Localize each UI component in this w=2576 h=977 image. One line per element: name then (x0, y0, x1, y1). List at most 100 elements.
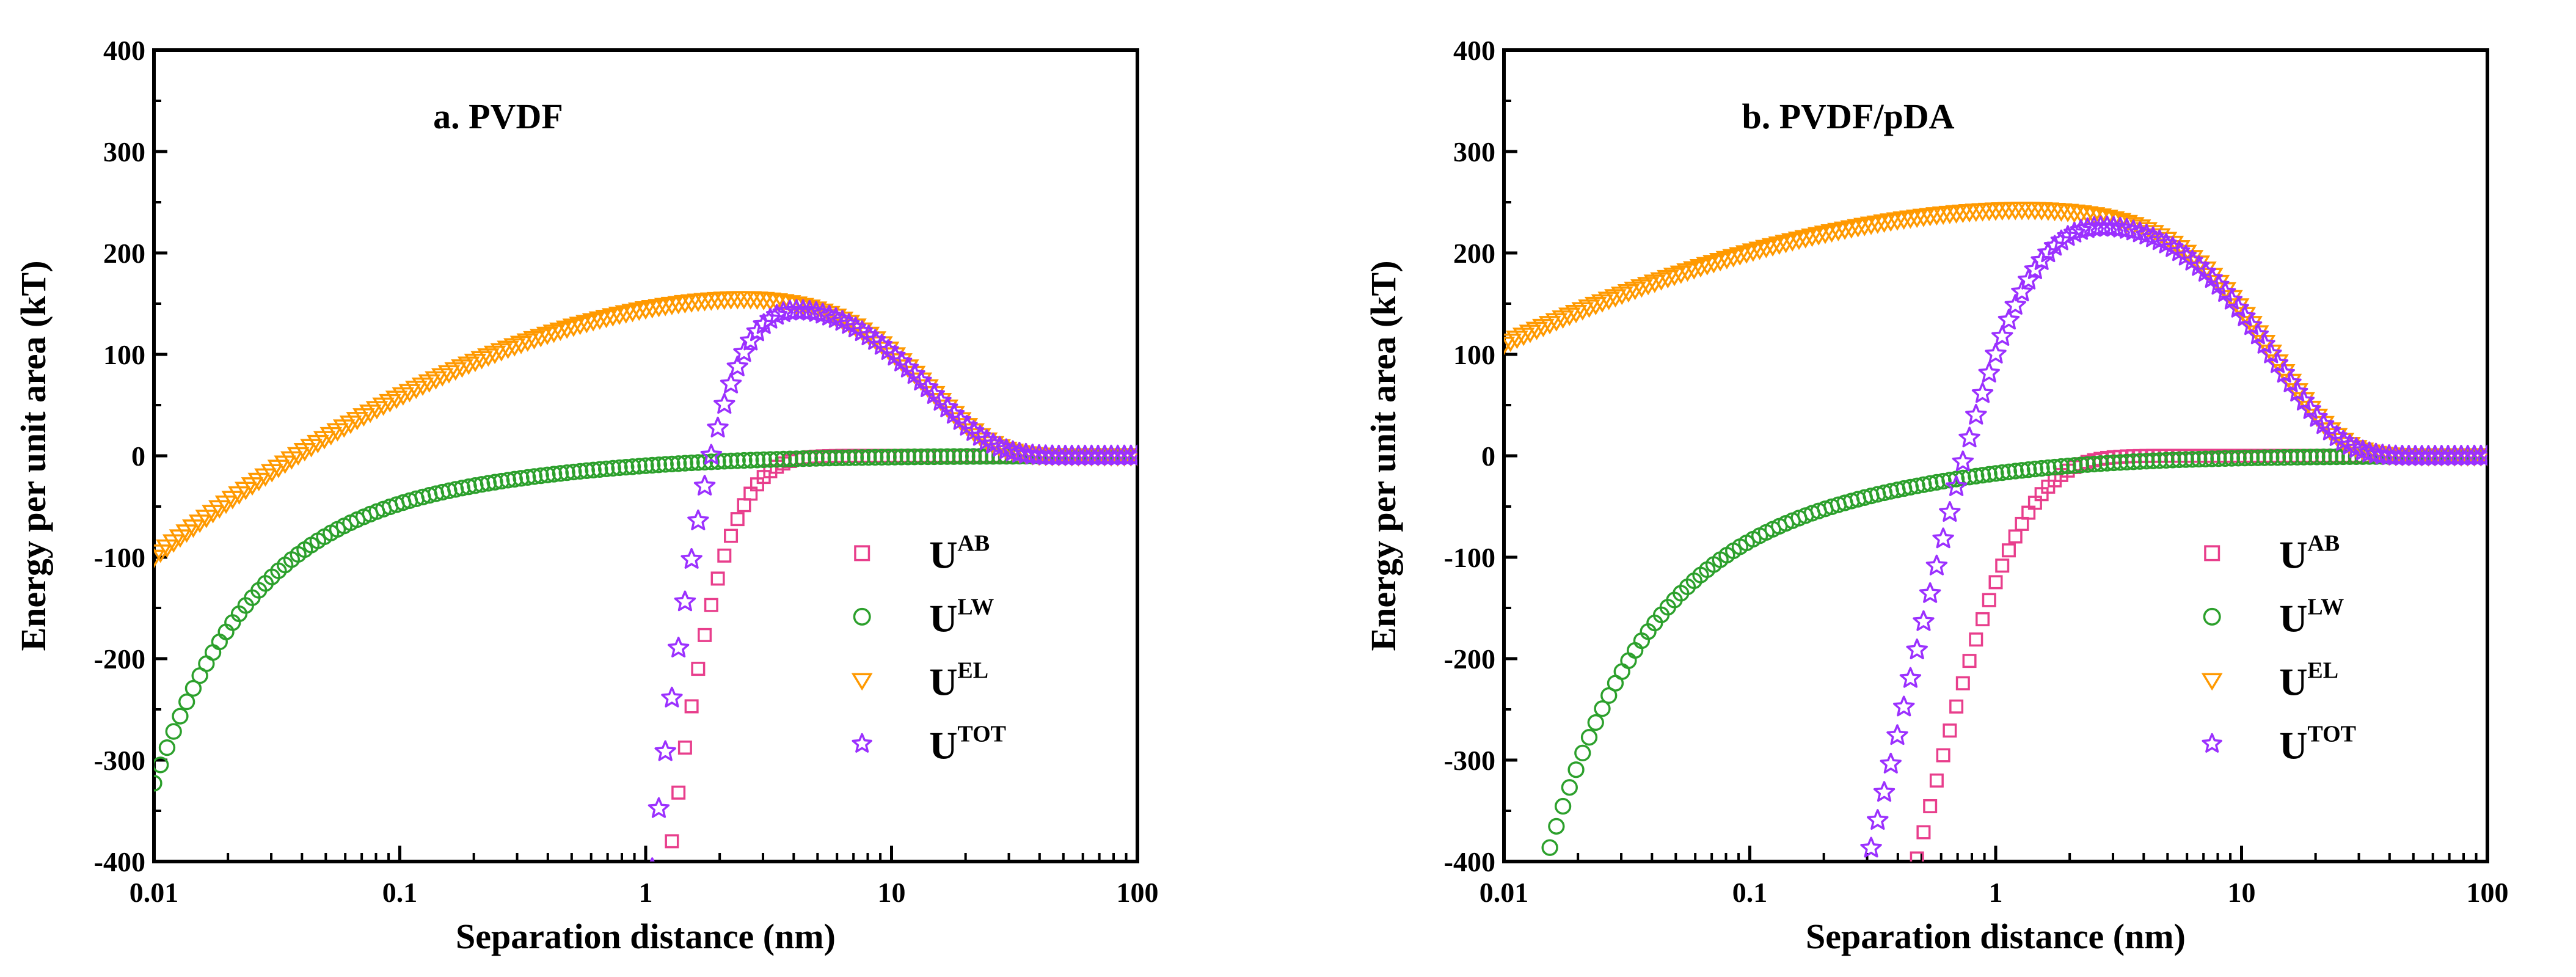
data-marks (1504, 202, 2487, 891)
data-point-el (1702, 255, 1725, 274)
data-point-lw (2302, 448, 2319, 466)
data-point-lw (683, 454, 700, 472)
data-point-el (536, 326, 559, 345)
x-tick-label: 1 (1989, 877, 2003, 908)
y-tick-label: -300 (94, 745, 145, 776)
data-point-el (1663, 268, 1686, 287)
data-point-lw (604, 459, 621, 477)
data-point-lw (585, 461, 602, 478)
data-point-tot (1855, 865, 1874, 884)
y-tick-label: -200 (1444, 643, 1495, 675)
data-point-lw (2217, 450, 2234, 467)
data-point-tot (1932, 527, 1954, 549)
data-point-ab (2015, 516, 2029, 531)
data-point-lw (702, 453, 720, 470)
data-point-lw (1974, 467, 1991, 484)
data-point-lw (2131, 453, 2148, 470)
data-point-lw (2138, 453, 2155, 470)
legend-label-ab: UAB (2279, 530, 2340, 576)
data-point-el (529, 329, 552, 348)
data-point-lw (676, 455, 694, 472)
x-tick-label: 10 (878, 877, 906, 908)
data-point-lw (2170, 451, 2188, 469)
data-point-el (1709, 253, 1732, 272)
data-point-lw (814, 450, 831, 467)
data-point-lw (532, 467, 549, 485)
data-point-lw (572, 463, 589, 480)
data-point-lw (794, 450, 812, 467)
data-point-tot (1899, 667, 1922, 688)
data-point-ab (1905, 879, 1917, 891)
data-point-el (602, 308, 624, 327)
data-point-tot (1945, 475, 1968, 496)
data-point-lw (1554, 797, 1572, 815)
y-tick-label: 100 (1453, 339, 1495, 370)
data-point-el (1689, 259, 1712, 278)
data-point-tot (693, 475, 716, 496)
data-point-lw (1994, 464, 2011, 481)
data-point-ab (1916, 825, 1931, 840)
data-point-lw (2000, 463, 2018, 480)
data-point-lw (172, 708, 189, 725)
data-point-lw (486, 474, 503, 491)
y-tick-label: -300 (1444, 745, 1495, 776)
data-point-lw (618, 458, 635, 476)
data-point-lw (624, 458, 641, 475)
data-point-lw (788, 450, 805, 467)
data-point-lw (2098, 455, 2116, 472)
data-point-el (1636, 277, 1660, 296)
data-point-el (1761, 238, 1784, 257)
data-point-lw (801, 450, 818, 467)
y-tick-label: -100 (94, 542, 145, 573)
data-point-lw (519, 469, 536, 486)
data-point-ab (1962, 654, 1977, 668)
data-point-el (1847, 219, 1869, 238)
data-point-el (1787, 232, 1811, 251)
legend-marker-lw (2203, 607, 2221, 626)
data-point-lw (768, 451, 786, 468)
data-point-ab (1955, 676, 1970, 690)
data-point-tot (1998, 309, 2020, 330)
data-point-el (555, 320, 578, 339)
data-point-el (1722, 249, 1745, 268)
data-point-lw (755, 451, 772, 469)
data-point-lw (539, 466, 556, 483)
data-point-el (615, 305, 638, 324)
data-point-ab (1995, 558, 2010, 573)
data-point-tot (2103, 216, 2125, 237)
data-point-lw (2295, 448, 2313, 466)
data-point-tot (1939, 501, 1961, 522)
data-point-lw (1567, 761, 1585, 778)
data-point-lw (841, 449, 858, 466)
data-point-el (509, 335, 533, 354)
y-tick-label: 400 (103, 35, 145, 66)
y-tick-label: -400 (94, 846, 145, 877)
data-point-lw (2249, 449, 2266, 466)
data-point-el (582, 313, 605, 332)
data-point-el (569, 317, 591, 335)
data-point-lw (591, 461, 608, 478)
data-point-lw (932, 448, 949, 465)
data-point-lw (2046, 458, 2063, 476)
data-point-lw (2052, 458, 2070, 475)
data-point-lw (1947, 470, 1965, 488)
data-point-el (2089, 208, 2112, 227)
data-point-el (1748, 241, 1771, 260)
data-point-lw (663, 455, 680, 473)
data-point-lw (184, 679, 202, 697)
legend-label-tot: UTOT (2279, 721, 2356, 767)
legend-sup: EL (2307, 657, 2338, 683)
y-tick-label: 200 (1453, 238, 1495, 269)
data-point-tot (1991, 325, 2013, 346)
data-point-tot (2247, 323, 2269, 345)
data-point-ab (698, 628, 712, 642)
data-point-el (1807, 227, 1830, 246)
y-tick-label: 400 (1453, 35, 1495, 66)
data-point-tot (674, 590, 696, 612)
y-tick-label: -200 (94, 643, 145, 675)
data-point-lw (1541, 839, 1558, 856)
data-point-tot (726, 355, 748, 376)
data-point-tot (1958, 426, 1980, 448)
data-point-lw (2040, 459, 2057, 477)
data-point-ab (704, 598, 718, 612)
